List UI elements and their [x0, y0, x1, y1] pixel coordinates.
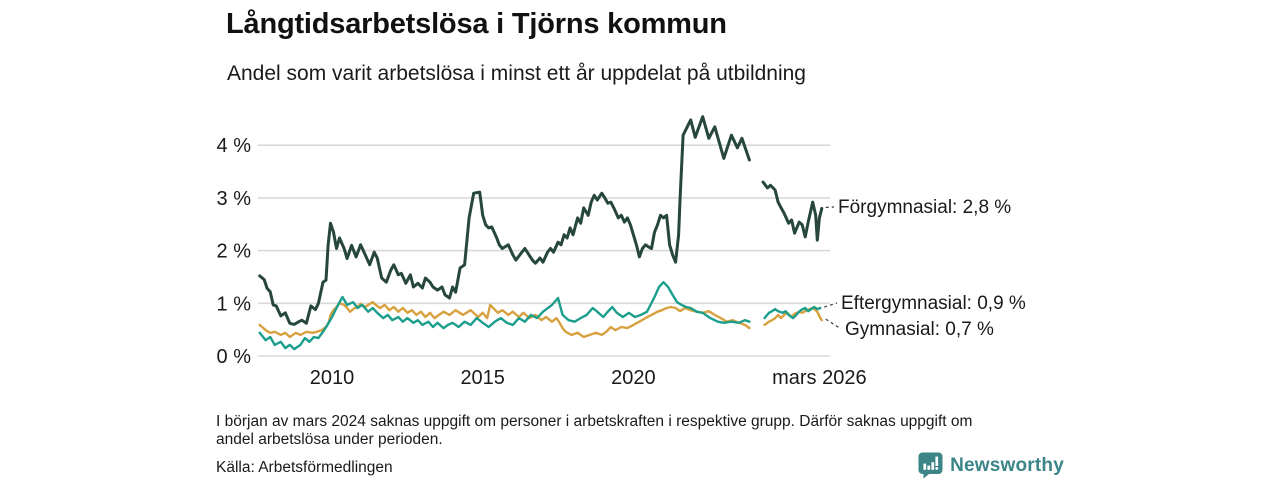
- logo-bar-3: [931, 462, 935, 470]
- series-line-forgymnasial: [258, 115, 751, 326]
- page-subtitle: Andel som varit arbetslösa i minst ett å…: [227, 62, 806, 85]
- footnote-line-2: andel arbetslösa under perioden.: [216, 430, 443, 448]
- y-tick-label: 2 %: [217, 241, 252, 263]
- series-line-eftergymnasial: [258, 281, 751, 351]
- series-line-forgymnasial: [761, 180, 824, 242]
- page-title: Långtidsarbetslösa i Tjörns kommun: [226, 8, 727, 40]
- leader-line-gymnasial: [825, 318, 842, 330]
- series-label-gymnasial: Gymnasial: 0,7 %: [845, 319, 994, 340]
- chart-footnote: I början av mars 2024 saknas uppgift om …: [216, 413, 1066, 448]
- x-tick-label: 2010: [310, 367, 355, 389]
- logo-exclamation-bar: [935, 456, 939, 466]
- x-tick-label: mars 2026: [772, 367, 867, 389]
- y-tick-label: 1 %: [217, 293, 252, 315]
- x-tick-label: 2015: [460, 367, 505, 389]
- brand-name: Newsworthy: [950, 454, 1064, 476]
- newsworthy-logo-icon: [918, 452, 943, 479]
- logo-bar-1: [923, 463, 927, 470]
- x-tick-label: 2020: [611, 367, 656, 389]
- series-label-eftergymnasial: Eftergymnasial: 0,9 %: [841, 293, 1026, 314]
- newsworthy-brand: Newsworthy: [918, 452, 1064, 479]
- series-label-forgymnasial: Förgymnasial: 2,8 %: [838, 197, 1011, 218]
- y-tick-label: 0 %: [217, 346, 252, 368]
- logo-exclamation-dot: [935, 466, 939, 470]
- y-tick-label: 3 %: [217, 188, 252, 210]
- y-tick-label: 4 %: [217, 135, 252, 157]
- series-line-eftergymnasial: [763, 305, 822, 320]
- footnote-line-1: I början av mars 2024 saknas uppgift om …: [216, 413, 973, 430]
- source-label: Källa: Arbetsförmedlingen: [216, 459, 393, 476]
- leader-line-eftergymnasial: [824, 302, 838, 308]
- logo-bar-2: [927, 465, 931, 470]
